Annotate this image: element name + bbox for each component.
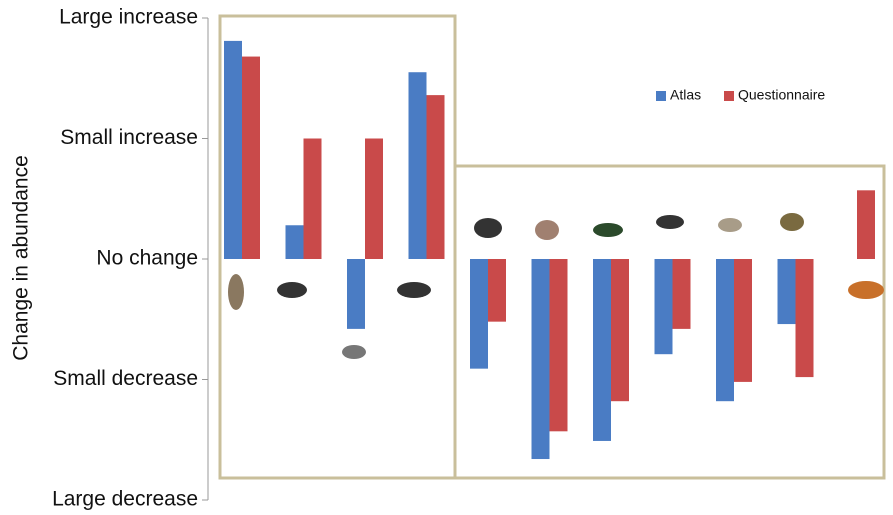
bar	[857, 190, 875, 259]
y-tick-label: Large increase	[59, 6, 198, 29]
bar	[716, 259, 734, 402]
bar	[795, 259, 814, 378]
y-axis-label: Change in abundance	[10, 155, 33, 361]
bar	[593, 259, 611, 441]
bar	[488, 259, 506, 322]
legend-swatch	[724, 91, 734, 101]
bar	[549, 259, 568, 432]
species-icons	[228, 213, 884, 359]
legend-swatch	[656, 91, 666, 101]
bar	[611, 259, 629, 402]
legend-label: Questionnaire	[738, 87, 825, 103]
y-tick-label: Large decrease	[52, 488, 198, 511]
bar	[531, 259, 550, 460]
y-tick-label: Small increase	[60, 126, 198, 149]
bar	[365, 138, 383, 259]
bar	[734, 259, 752, 382]
bar	[242, 56, 260, 260]
bar	[777, 259, 796, 325]
bar	[672, 259, 691, 329]
group-box	[453, 164, 886, 480]
bar	[347, 259, 365, 329]
bar	[408, 72, 427, 259]
bar	[303, 138, 322, 259]
bar	[654, 259, 673, 355]
y-tick-label: No change	[96, 247, 198, 270]
bar	[470, 259, 488, 369]
bar	[224, 40, 242, 259]
bar	[426, 95, 445, 260]
bar	[285, 225, 304, 259]
legend-label: Atlas	[670, 87, 701, 103]
y-tick-label: Small decrease	[53, 367, 198, 390]
